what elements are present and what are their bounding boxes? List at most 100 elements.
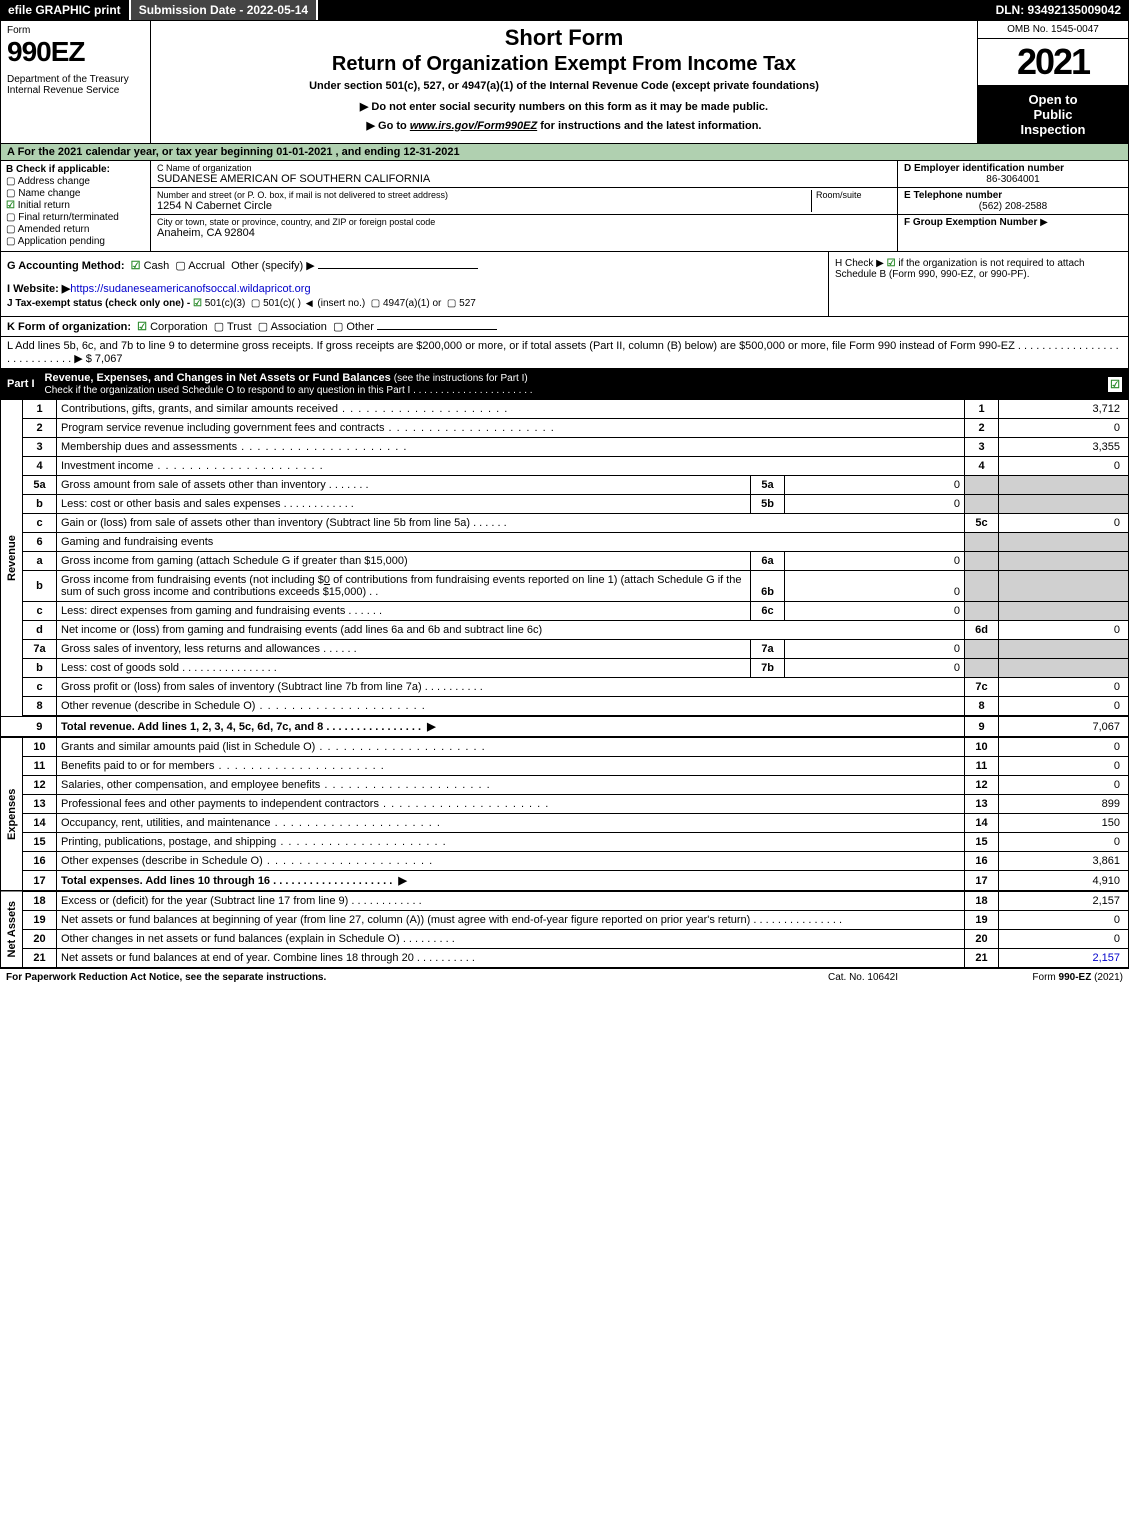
checkbox-corp[interactable]: ☑ [137, 321, 147, 333]
submission-date: Submission Date - 2022-05-14 [131, 0, 318, 20]
line-5b: b Less: cost or other basis and sales ex… [1, 495, 1129, 514]
room-label: Room/suite [816, 190, 891, 200]
checkbox-cash[interactable]: ☑ [131, 260, 141, 272]
footer-left: For Paperwork Reduction Act Notice, see … [6, 972, 763, 983]
ein-value: 86-3064001 [904, 174, 1122, 185]
line-4: 4 Investment income 4 0 [1, 457, 1129, 476]
city-value: Anaheim, CA 92804 [157, 227, 891, 239]
part-i-checkbox[interactable]: ☑ [1108, 377, 1122, 392]
page-footer: For Paperwork Reduction Act Notice, see … [0, 968, 1129, 986]
part-title: Revenue, Expenses, and Changes in Net As… [45, 372, 391, 384]
expenses-side-label: Expenses [1, 737, 23, 891]
tax-year: 2021 [978, 39, 1128, 86]
line-7c: c Gross profit or (loss) from sales of i… [1, 678, 1129, 697]
line-15: 15 Printing, publications, postage, and … [1, 833, 1129, 852]
line-3: 3 Membership dues and assessments 3 3,35… [1, 438, 1129, 457]
section-gh: G Accounting Method: ☑ Cash ▢ Accrual Ot… [0, 252, 1129, 317]
website-link[interactable]: https://sudaneseamericanofsoccal.wildapr… [70, 283, 310, 295]
section-c: C Name of organization SUDANESE AMERICAN… [151, 161, 898, 251]
h-text1: H Check ▶ [835, 258, 884, 269]
section-g: G Accounting Method: ☑ Cash ▢ Accrual Ot… [1, 252, 828, 316]
checkbox-schedule-b[interactable]: ☑ [887, 258, 896, 269]
line-19: 19 Net assets or fund balances at beginn… [1, 911, 1129, 930]
other-specify: Other (specify) ▶ [231, 260, 315, 272]
line-13: 13 Professional fees and other payments … [1, 795, 1129, 814]
checkbox-amended-return[interactable]: ▢ Amended return [6, 224, 145, 235]
footer-right: Form 990-EZ (2021) [963, 972, 1123, 983]
city-label: City or town, state or province, country… [157, 217, 891, 227]
line-11: 11 Benefits paid to or for members 11 0 [1, 757, 1129, 776]
inspection-l1: Open to [982, 92, 1124, 107]
checkbox-name-change[interactable]: ▢ Name change [6, 188, 145, 199]
link-suffix: for instructions and the latest informat… [537, 120, 761, 132]
line-17: 17 Total expenses. Add lines 10 through … [1, 871, 1129, 892]
checkbox-527[interactable]: 527 [459, 298, 476, 309]
lines-table: Revenue 1 Contributions, gifts, grants, … [0, 400, 1129, 968]
inspection-l3: Inspection [982, 122, 1124, 137]
line-20: 20 Other changes in net assets or fund b… [1, 930, 1129, 949]
form-label: Form [7, 25, 144, 36]
ssn-note: ▶ Do not enter social security numbers o… [159, 100, 969, 113]
line-10: Expenses 10 Grants and similar amounts p… [1, 737, 1129, 757]
checkbox-application-pending[interactable]: ▢ Application pending [6, 236, 145, 247]
line-6d: d Net income or (loss) from gaming and f… [1, 621, 1129, 640]
line-5a: 5a Gross amount from sale of assets othe… [1, 476, 1129, 495]
dln-label: DLN: 93492135009042 [988, 0, 1129, 20]
instructions-link-line: ▶ Go to www.irs.gov/Form990EZ for instru… [159, 119, 969, 132]
checkbox-address-change[interactable]: ▢ Address change [6, 176, 145, 187]
checkbox-initial-return[interactable]: ☑ Initial return [6, 200, 145, 211]
section-b: B Check if applicable: ▢ Address change … [1, 161, 151, 251]
checkbox-final-return[interactable]: ▢ Final return/terminated [6, 212, 145, 223]
line-18: Net Assets 18 Excess or (deficit) for th… [1, 891, 1129, 911]
form-subtitle: Under section 501(c), 527, or 4947(a)(1)… [159, 80, 969, 92]
checkbox-accrual[interactable]: Accrual [188, 260, 225, 272]
section-k: K Form of organization: ☑ Corporation ▢ … [0, 317, 1129, 337]
dept-label: Department of the Treasury Internal Reve… [7, 74, 144, 96]
checkbox-trust[interactable]: Trust [227, 321, 252, 333]
form-title: Return of Organization Exempt From Incom… [159, 53, 969, 76]
header-right: OMB No. 1545-0047 2021 Open to Public In… [978, 21, 1128, 143]
header-left: Form 990EZ Department of the Treasury In… [1, 21, 151, 143]
part-check-line: Check if the organization used Schedule … [45, 385, 533, 396]
form-header: Form 990EZ Department of the Treasury In… [0, 20, 1129, 144]
top-bar: efile GRAPHIC print Submission Date - 20… [0, 0, 1129, 20]
line-6b: b Gross income from fundraising events (… [1, 571, 1129, 602]
line-16: 16 Other expenses (describe in Schedule … [1, 852, 1129, 871]
part-i-header: Part I Revenue, Expenses, and Changes in… [0, 369, 1129, 400]
section-h: H Check ▶ ☑ if the organization is not r… [828, 252, 1128, 316]
line-9: 9 Total revenue. Add lines 1, 2, 3, 4, 5… [1, 716, 1129, 737]
tel-value: (562) 208-2588 [904, 201, 1122, 212]
checkbox-501c3[interactable]: ☑ [193, 298, 202, 309]
instructions-link[interactable]: www.irs.gov/Form990EZ [410, 120, 537, 132]
line-5c: c Gain or (loss) from sale of assets oth… [1, 514, 1129, 533]
line-7b: b Less: cost of goods sold . . . . . . .… [1, 659, 1129, 678]
checkbox-501c[interactable]: 501(c)( ) [263, 298, 301, 309]
tel-label: E Telephone number [904, 190, 1002, 201]
website-label: I Website: ▶ [7, 283, 70, 295]
section-l: L Add lines 5b, 6c, and 7b to line 9 to … [0, 337, 1129, 369]
form-number: 990EZ [7, 36, 144, 68]
header-center: Short Form Return of Organization Exempt… [151, 21, 978, 143]
line-2: 2 Program service revenue including gove… [1, 419, 1129, 438]
group-label: F Group Exemption Number [904, 217, 1037, 228]
form-org-label: K Form of organization: [7, 321, 131, 333]
short-form-title: Short Form [159, 25, 969, 51]
org-name-value: SUDANESE AMERICAN OF SOUTHERN CALIFORNIA [157, 173, 891, 185]
inspection-l2: Public [982, 107, 1124, 122]
checkbox-assoc[interactable]: Association [271, 321, 327, 333]
revenue-side-label: Revenue [1, 400, 23, 716]
line-21: 21 Net assets or fund balances at end of… [1, 949, 1129, 968]
link-prefix: ▶ Go to [367, 120, 410, 132]
line-8: 8 Other revenue (describe in Schedule O)… [1, 697, 1129, 717]
inspection-box: Open to Public Inspection [978, 86, 1128, 143]
part-number: Part I [7, 378, 45, 390]
netassets-side-label: Net Assets [1, 891, 23, 968]
part-subtitle: (see the instructions for Part I) [394, 373, 528, 384]
accounting-method-label: G Accounting Method: [7, 260, 125, 272]
row-a-tax-year: A For the 2021 calendar year, or tax yea… [0, 144, 1129, 161]
checkbox-other-org[interactable]: Other [346, 321, 374, 333]
section-bcd: B Check if applicable: ▢ Address change … [0, 161, 1129, 252]
line-6a: a Gross income from gaming (attach Sched… [1, 552, 1129, 571]
footer-center: Cat. No. 10642I [763, 972, 963, 983]
checkbox-4947[interactable]: 4947(a)(1) or [383, 298, 441, 309]
